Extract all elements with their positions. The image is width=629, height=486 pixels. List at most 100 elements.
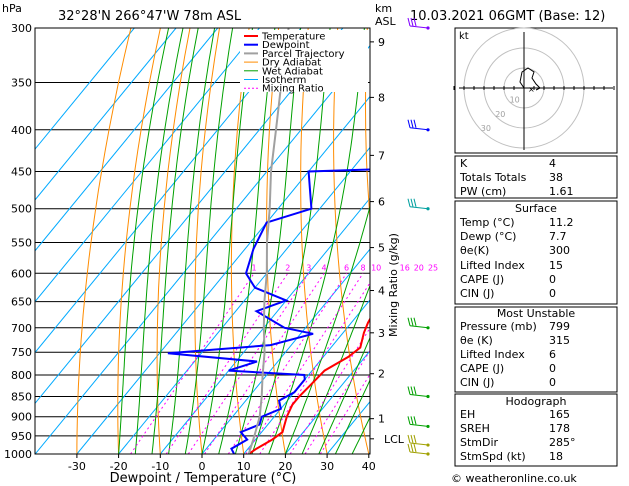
wind-barb-flag <box>410 317 414 326</box>
mu-theta-value: 315 <box>549 334 570 347</box>
wind-barb <box>409 325 429 329</box>
legend-entry: Dewpoint <box>262 40 310 51</box>
legend-entry: Temperature <box>261 32 325 43</box>
indices-table: K 4 Totals Totals 38 PW (cm) 1.61 <box>454 155 618 199</box>
surface-temp-value: 11.2 <box>549 216 574 229</box>
km-tick-label: LCL <box>384 433 405 446</box>
legend-entry: Dry Adiabat <box>262 58 321 69</box>
mu-cape-label: CAPE (J) <box>460 362 504 375</box>
surface-cin-label: CIN (J) <box>460 287 494 300</box>
wind-barb-flag <box>413 317 417 326</box>
dry-adiabat-line <box>364 28 370 224</box>
mixing-ratio-line <box>130 272 255 454</box>
pressure-tick-label: 550 <box>11 236 32 249</box>
mu-theta-label: θe (K) <box>460 334 493 347</box>
copyright-label: © weatheronline.co.uk <box>451 472 577 485</box>
wet-adiabat-line <box>134 28 184 454</box>
temperature-axis: -30 -20 -10 0 10 20 30 40 <box>68 454 376 473</box>
km-tick-label: 3 <box>378 327 385 340</box>
x-tick-label: -20 <box>110 460 128 473</box>
isotherm-line <box>159 197 370 454</box>
wind-barb-flag <box>407 17 411 27</box>
pressure-tick-label: 450 <box>11 165 32 178</box>
wind-barb-flag <box>413 416 417 425</box>
stmdir-label: StmDir <box>460 436 499 449</box>
legend-entry: Wet Adiabat <box>262 66 323 77</box>
x-tick-label: -30 <box>68 460 86 473</box>
wind-barb-station <box>426 26 430 30</box>
most-unstable-title: Most Unstable <box>497 307 576 320</box>
surface-table: Surface Temp (°C) 11.2 Dewp (°C) 7.7 θe(… <box>454 200 618 305</box>
pressure-tick-label: 700 <box>11 322 32 335</box>
pressure-tick-label: 750 <box>11 346 32 359</box>
wet-adiabat-line <box>251 28 331 454</box>
hodograph-frame <box>454 27 618 154</box>
pressure-tick-label: 1000 <box>4 448 32 461</box>
wet-adiabat-line <box>151 28 199 454</box>
isotherm-line <box>35 28 260 303</box>
wind-barb-flag <box>410 386 414 395</box>
wet-adiabat-line <box>201 28 253 454</box>
legend-box <box>240 30 368 92</box>
mixing-ratio-label: 2 <box>285 263 290 272</box>
wind-barb-flag <box>410 434 414 444</box>
wet-adiabat-line <box>118 28 170 454</box>
mu-li-value: 6 <box>549 348 556 361</box>
pressure-tick-label: 850 <box>11 390 32 403</box>
dry-adiabat-line <box>76 28 132 454</box>
wind-barb <box>409 442 429 446</box>
mixing-ratio-label: 1 <box>252 263 257 272</box>
mixing-ratio-line <box>259 281 370 454</box>
wind-barb-flag <box>407 198 411 207</box>
wind-barb-flag <box>413 443 417 453</box>
hodograph-table-frame <box>454 393 618 467</box>
isotherm-line <box>35 28 135 150</box>
location-label: 32°28'N 266°47'W 78m ASL <box>58 9 242 24</box>
mu-cin-value: 0 <box>549 376 556 389</box>
km-axis: 9 8 7 6 5 4 3 2 1 LCL <box>370 36 405 446</box>
k-label: K <box>460 157 468 170</box>
surface-frame <box>454 200 618 305</box>
wind-barb-flag <box>413 17 417 27</box>
mixing-ratio-line <box>304 349 370 454</box>
pressure-tick-label: 400 <box>11 124 32 137</box>
wind-barb-flag <box>413 434 417 444</box>
surface-cape-label: CAPE (J) <box>460 273 504 286</box>
mixing-ratio-label: 4 <box>322 263 327 272</box>
wind-barb-flag <box>410 198 414 207</box>
isotherm-line <box>35 28 177 201</box>
wind-barb-flag <box>410 17 414 27</box>
dry-adiabat-line <box>117 28 161 454</box>
eh-value: 165 <box>549 408 570 421</box>
stmspd-value: 18 <box>549 450 563 463</box>
mixing-ratio-label: 20 <box>414 263 424 272</box>
wind-barb-station <box>426 128 430 132</box>
wind-barb-flag <box>407 434 411 444</box>
km-tick-label: 5 <box>378 242 385 255</box>
hodograph-storm-marker: × <box>528 85 535 94</box>
series-temperature <box>248 317 370 454</box>
mu-pres-label: Pressure (mb) <box>460 320 537 333</box>
x-tick-label: 30 <box>320 460 334 473</box>
isotherm-line <box>35 28 344 405</box>
hodograph-table-title: Hodograph <box>506 395 567 408</box>
km-tick-label: 1 <box>378 413 385 426</box>
wind-barb-flag <box>410 119 414 128</box>
mixing-ratio-axis-label: Mixing Ratio (g/kg) <box>387 233 400 337</box>
isotherm-line <box>76 95 370 454</box>
legend-entry: Parcel Trajectory <box>262 49 345 60</box>
wind-barb <box>409 393 429 397</box>
pressure-tick-label: 800 <box>11 369 32 382</box>
mixing-ratio-line <box>227 272 347 454</box>
surface-theta-label: θe(K) <box>460 244 489 257</box>
isotherm-line <box>35 44 370 454</box>
isotherm-line <box>35 28 219 252</box>
mixing-ratio-line <box>165 272 289 454</box>
wet-adiabat-line <box>334 378 370 454</box>
hodograph: kt 10 20 30 × <box>453 27 618 154</box>
stmspd-label: StmSpd (kt) <box>460 450 526 463</box>
mixing-ratio-label: 16 <box>400 263 410 272</box>
wet-adiabat-line <box>168 28 216 454</box>
wind-barb-flag <box>407 317 411 326</box>
